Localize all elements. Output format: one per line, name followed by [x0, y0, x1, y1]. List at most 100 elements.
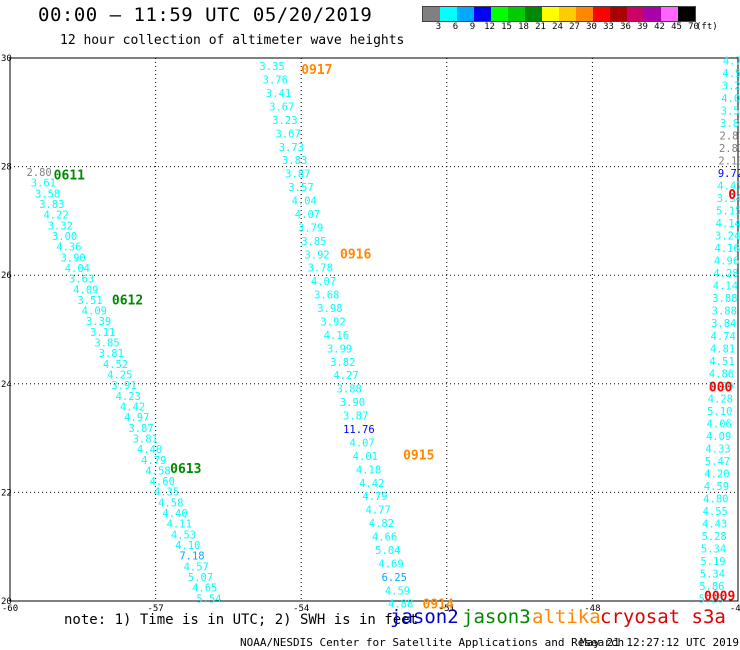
wave-height-value: 2.80 — [26, 167, 51, 179]
wave-height-value: 3.76 — [263, 75, 288, 87]
wave-height-value: 4.65 — [192, 583, 217, 595]
x-tick-label: -54 — [293, 604, 309, 614]
wave-height-value: 3.90 — [60, 252, 85, 264]
colorbar-unit: (ft) — [696, 22, 718, 32]
colorbar-swatch — [593, 7, 610, 21]
wave-height-value: 3.32 — [48, 220, 73, 232]
wave-height-value: 3.11 — [90, 327, 115, 339]
colorbar-swatch — [525, 7, 542, 21]
wave-height-value: 4.06 — [721, 93, 740, 105]
wave-height-value: 4.28 — [708, 393, 733, 405]
pass-id-label: 0917 — [301, 63, 332, 78]
pass-id-label: 0612 — [112, 294, 143, 309]
wave-height-value: 4.58 — [158, 497, 183, 509]
y-tick-label: 30 — [1, 54, 12, 64]
colorbar-swatch — [542, 7, 559, 21]
wave-height-value: 4.10 — [175, 540, 200, 552]
footnote: note: 1) Time is in UTC; 2) SWH is in fe… — [64, 612, 419, 628]
wave-height-value: 4.11 — [167, 519, 192, 531]
wave-height-value: 3.58 — [35, 188, 60, 200]
wave-height-value: 4.86 — [709, 368, 734, 380]
colorbar — [422, 6, 696, 22]
wave-height-value: 3.88 — [337, 384, 362, 396]
wave-height-value: 4.53 — [171, 529, 196, 541]
wave-height-value: 3.91 — [111, 380, 136, 392]
wave-height-value: 4.69 — [378, 558, 403, 570]
wave-height-value: 4.28 — [713, 268, 738, 280]
wave-height-value: 4.60 — [150, 476, 175, 488]
wave-height-value: 3.34 — [717, 193, 740, 205]
wave-height-value: 3.85 — [94, 338, 119, 350]
wave-height-value: 5.34 — [701, 543, 726, 555]
wave-height-value: 5.07 — [188, 572, 213, 584]
colorbar-tick-label: 27 — [569, 22, 580, 32]
wave-height-value: 3.85 — [301, 236, 326, 248]
y-tick-label: 24 — [1, 380, 12, 390]
colorbar-tick-label: 33 — [603, 22, 614, 32]
colorbar-swatch — [559, 7, 576, 21]
wave-height-value: 3.99 — [708, 381, 733, 393]
wave-height-value: 5.86 — [699, 581, 724, 593]
wave-height-value: 7.18 — [179, 551, 204, 563]
wave-height-value: 4.97 — [124, 412, 149, 424]
wave-height-value: 5.54 — [196, 593, 221, 605]
colorbar-tick-label: 39 — [637, 22, 648, 32]
wave-height-value: 4.42 — [120, 401, 145, 413]
wave-height-value: 3.00 — [52, 231, 77, 243]
wave-height-value: 9.72 — [718, 168, 740, 180]
colorbar-swatch — [423, 7, 440, 21]
colorbar-swatch — [474, 7, 491, 21]
wave-height-value: 3.83 — [282, 155, 307, 167]
wave-height-value: 3.83 — [39, 199, 64, 211]
wave-height-value: 4.54 — [722, 68, 740, 80]
colorbar-swatch — [661, 7, 678, 21]
wave-height-value: 4.82 — [369, 518, 394, 530]
wave-height-value: 4.73 — [723, 56, 740, 68]
wave-height-value: 3.22 — [722, 81, 740, 93]
x-tick-label: -48 — [584, 604, 600, 614]
wave-height-value: 4.96 — [714, 256, 739, 268]
wave-height-value: 5.04 — [375, 545, 400, 557]
wave-height-value: 4.14 — [716, 218, 740, 230]
wave-height-value: 4.07 — [311, 276, 336, 288]
wave-height-value: 4.01 — [353, 451, 378, 463]
wave-height-value: 5.23 — [699, 593, 724, 605]
colorbar-swatch — [440, 7, 457, 21]
wave-height-value: 4.77 — [366, 505, 391, 517]
wave-height-value: 2.87 — [720, 131, 740, 143]
colorbar-swatch — [576, 7, 593, 21]
colorbar-tick-label: 42 — [654, 22, 665, 32]
chart-title: 00:00 – 11:59 UTC 05/20/2019 — [38, 4, 373, 26]
wave-height-value: 3.87 — [285, 169, 310, 181]
colorbar-tick-label: 12 — [484, 22, 495, 32]
wave-height-value: 4.06 — [707, 418, 732, 430]
wave-height-value: 3.67 — [276, 128, 301, 140]
wave-height-value: 3.84 — [711, 318, 736, 330]
chart-subtitle: 12 hour collection of altimeter wave hei… — [60, 33, 405, 48]
x-tick-label: -45 — [730, 604, 740, 614]
wave-height-value: 3.61 — [31, 178, 56, 190]
colorbar-tick-label: 70 — [688, 22, 699, 32]
colorbar-tick-label: 9 — [469, 22, 476, 32]
wave-height-value: 3.51 — [77, 295, 102, 307]
wave-height-value: 4.33 — [705, 443, 730, 455]
wave-height-value: 4.55 — [703, 506, 728, 518]
wave-height-value: 4.04 — [292, 196, 317, 208]
colorbar-swatch — [627, 7, 644, 21]
y-tick-label: 26 — [1, 271, 12, 281]
wave-height-value: 3.88 — [712, 293, 737, 305]
satellite-legend-item: jason3 — [462, 606, 531, 628]
wave-height-value: 4.35 — [154, 487, 179, 499]
pass-id-label: 0611 — [54, 169, 85, 184]
wave-height-value: 4.07 — [349, 437, 374, 449]
wave-height-value: 3.79 — [298, 222, 323, 234]
wave-height-value: 4.22 — [43, 210, 68, 222]
wave-height-value: 3.23 — [272, 115, 297, 127]
wave-height-value: 4.40 — [162, 508, 187, 520]
satellite-legend-item: cryosat s3a — [600, 606, 726, 628]
wave-height-value: 4.20 — [704, 468, 729, 480]
pass-id-label: 0916 — [340, 247, 371, 262]
wave-height-value: 3.68 — [314, 290, 339, 302]
wave-height-value: 3.90 — [340, 397, 365, 409]
